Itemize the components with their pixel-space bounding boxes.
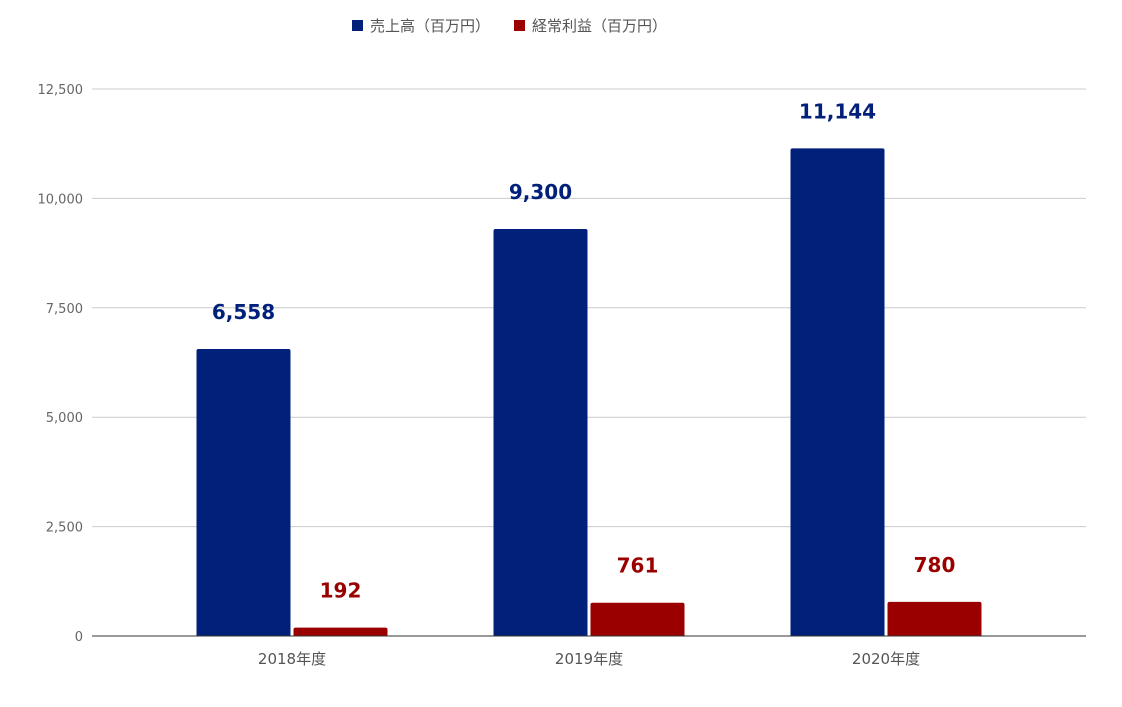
data-label: 9,300 [509, 180, 572, 204]
legend-swatch [514, 20, 525, 31]
x-axis: 2018年度 2019年度 2020年度 [92, 635, 1086, 668]
y-tick-label: 12,500 [38, 83, 84, 98]
data-label: 192 [320, 579, 362, 603]
y-tick-label: 0 [75, 630, 83, 645]
x-tick-label: 2020年度 [852, 650, 920, 668]
x-tick-label: 2019年度 [555, 650, 623, 668]
legend-item: 売上高（百万円） [352, 17, 490, 35]
data-label: 6,558 [212, 300, 275, 324]
legend-item: 経常利益（百万円） [514, 17, 667, 35]
bars [196, 148, 982, 637]
legend-swatch [352, 20, 363, 31]
legend: 売上高（百万円） 経常利益（百万円） [352, 17, 667, 35]
bar-sales [790, 148, 885, 636]
bar-ordinary-profit [590, 602, 685, 636]
y-tick-label: 7,500 [46, 302, 83, 317]
y-tick-label: 5,000 [46, 411, 83, 426]
y-axis: 0 2,500 5,000 7,500 10,000 12,500 [38, 83, 84, 645]
data-labels: 6,558 192 9,300 761 11,144 780 [212, 99, 956, 602]
bar-ordinary-profit [293, 627, 388, 636]
y-tick-label: 2,500 [46, 521, 83, 536]
bar-sales [493, 229, 588, 637]
data-label: 11,144 [799, 99, 876, 123]
bar-ordinary-profit [887, 601, 982, 636]
data-label: 780 [914, 553, 956, 577]
legend-label: 経常利益（百万円） [532, 17, 667, 35]
legend-label: 売上高（百万円） [370, 17, 490, 35]
data-label: 761 [617, 554, 659, 578]
x-tick-label: 2018年度 [258, 650, 326, 668]
bar-sales [196, 349, 291, 636]
y-tick-label: 10,000 [38, 192, 84, 207]
